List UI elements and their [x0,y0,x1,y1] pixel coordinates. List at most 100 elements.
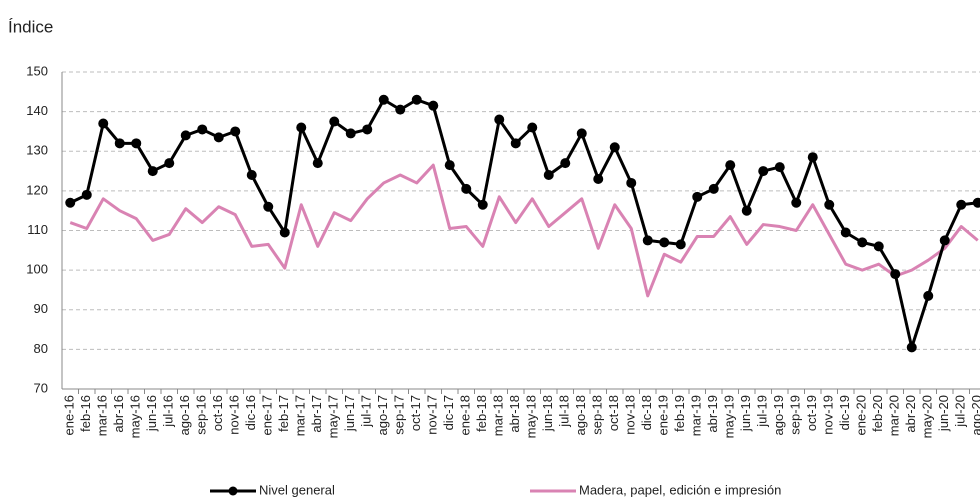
point [180,130,191,141]
point [477,199,488,210]
point [939,235,950,246]
point [147,166,158,177]
x-tick-label: mar-19 [689,395,704,436]
x-tick-label: nov-16 [227,395,242,435]
point [560,158,571,169]
x-tick-label: ago-17 [375,395,390,435]
point [510,138,521,149]
x-tick-label: dic-17 [441,395,456,430]
point [494,114,505,125]
x-tick-label: sep-19 [788,395,803,435]
point [362,124,373,135]
x-tick-label: ago-19 [771,395,786,435]
point [741,205,752,216]
point [263,201,274,212]
point [807,152,818,163]
point [98,118,109,129]
point [230,126,241,137]
x-tick-label: feb-16 [78,395,93,432]
point [708,183,719,194]
point [659,237,670,248]
point [246,170,257,181]
point [956,199,967,210]
x-tick-label: feb-19 [672,395,687,432]
x-tick-label: jul-20 [953,395,968,428]
point [593,173,604,184]
x-tick-label: jul-17 [359,395,374,428]
point [791,197,802,208]
point [164,158,175,169]
point [197,124,208,135]
x-tick-label: sep-17 [392,395,407,435]
x-tick-label: nov-18 [623,395,638,435]
point [890,269,901,280]
x-tick-label: jun-19 [738,395,753,432]
y-tick-label: 90 [34,301,48,316]
point [576,128,587,139]
point [131,138,142,149]
point [279,227,290,238]
x-tick-label: jun-20 [936,395,951,432]
x-tick-label: dic-19 [837,395,852,430]
x-tick-label: ene-20 [854,395,869,435]
x-tick-label: ago-20 [969,395,980,435]
point [675,239,686,250]
x-tick-label: jun-18 [540,395,555,432]
x-tick-label: oct-17 [408,395,423,431]
x-tick-label: ene-16 [62,395,77,435]
point [65,197,76,208]
x-tick-label: mar-20 [887,395,902,436]
point [840,227,851,238]
point [114,138,125,149]
x-tick-label: may-18 [524,395,539,438]
point [312,158,323,169]
y-tick-label: 130 [26,143,48,158]
x-tick-label: abr-19 [705,395,720,433]
x-tick-label: oct-19 [804,395,819,431]
x-tick-label: dic-16 [243,395,258,430]
x-tick-label: abr-18 [507,395,522,433]
y-tick-label: 150 [26,63,48,78]
point [411,94,422,105]
point [345,128,356,139]
x-tick-label: feb-18 [474,395,489,432]
point [395,104,406,115]
x-tick-label: may-17 [326,395,341,438]
x-tick-label: mar-16 [95,395,110,436]
x-tick-label: ene-19 [656,395,671,435]
point [444,160,455,171]
point [972,197,980,208]
series-line [69,163,979,298]
point [626,177,637,188]
x-tick-label: oct-18 [606,395,621,431]
x-tick-label: mar-17 [293,395,308,436]
point [428,100,439,111]
y-tick-label: 110 [27,222,48,237]
x-tick-label: jun-16 [144,395,159,432]
x-tick-label: abr-16 [111,395,126,433]
legend-label: Nivel general [259,482,335,497]
point [873,241,884,252]
point [642,235,653,246]
x-tick-label: jul-19 [755,395,770,428]
point [81,189,92,200]
point [692,191,703,202]
y-tick-label: 70 [34,380,48,395]
point [329,116,340,127]
x-tick-label: abr-20 [903,395,918,433]
point [296,122,307,133]
x-tick-label: ene-18 [458,395,473,435]
x-tick-label: nov-17 [425,395,440,435]
point [857,237,868,248]
point [725,160,736,171]
point [543,170,554,181]
y-axis-label: Índice [8,17,53,36]
x-tick-label: jun-17 [342,395,357,432]
x-tick-label: nov-19 [821,395,836,435]
x-tick-label: mar-18 [491,395,506,436]
point [923,290,934,301]
legend-marker [228,486,238,496]
x-tick-label: may-20 [920,395,935,438]
point [824,199,835,210]
